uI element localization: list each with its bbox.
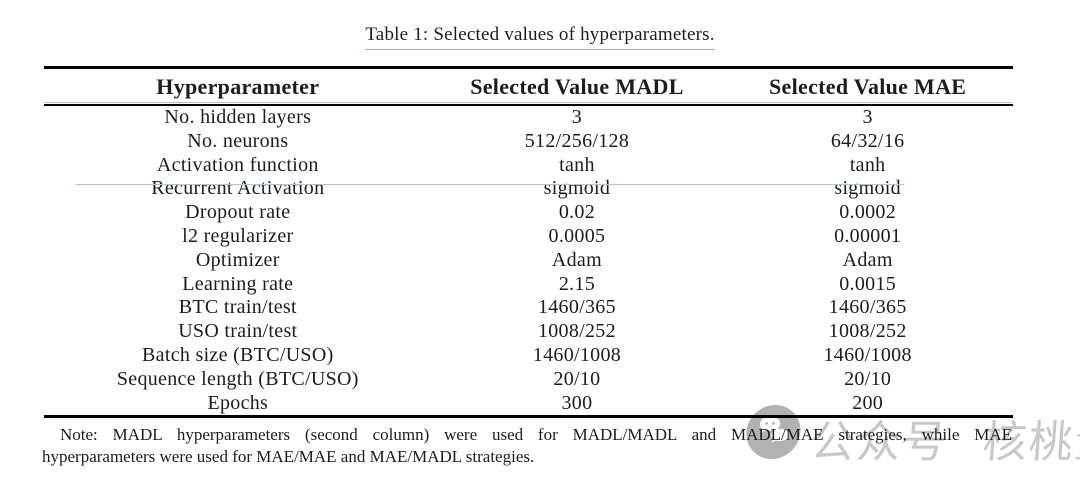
hyperparameter-cell: USO train/test: [178, 320, 298, 343]
mae-value-cell: Adam: [842, 248, 893, 271]
madl-value-cell: sigmoid: [543, 177, 611, 200]
madl-value-cell: 300: [561, 391, 593, 414]
hyperparameter-cell: Learning rate: [182, 272, 294, 295]
table-row: Optimizer Adam Adam: [44, 249, 1013, 273]
col-header-mae: Selected Value MAE: [722, 67, 1013, 106]
mae-value-cell: 0.00001: [834, 224, 902, 247]
mae-value-cell: 1460/365: [828, 296, 907, 319]
table-row: Recurrent Activation sigmoid sigmoid: [44, 177, 1013, 201]
madl-value-cell: 20/10: [553, 367, 601, 390]
mae-value-cell: 0.0002: [839, 201, 897, 224]
table-caption: Table 1: Selected values of hyperparamet…: [365, 24, 715, 50]
table-row: Epochs 300 200: [44, 392, 1013, 417]
table-row: BTC train/test 1460/365 1460/365: [44, 296, 1013, 320]
mae-value-cell: 200: [852, 391, 884, 414]
table-row: USO train/test 1008/252 1008/252: [44, 320, 1013, 344]
table-row: Batch size (BTC/USO) 1460/1008 1460/1008: [44, 344, 1013, 368]
watermark: 公众号 核桃量化: [743, 404, 1080, 471]
table-row: Dropout rate 0.02 0.0002: [44, 201, 1013, 225]
caption-row: Table 1: Selected values of hyperparamet…: [0, 24, 1080, 50]
table-row: l2 regularizer 0.0005 0.00001: [44, 225, 1013, 249]
hyperparameter-cell: No. neurons: [187, 129, 289, 152]
col-header-hyperparameter: Hyperparameter: [44, 67, 432, 106]
hyperparameter-cell: Dropout rate: [185, 201, 291, 224]
mae-value-cell: 0.0015: [839, 272, 897, 295]
hyperparameter-cell: BTC train/test: [178, 296, 297, 319]
table-row: No. neurons 512/256/128 64/32/16: [44, 130, 1013, 154]
hyperparameters-table: Hyperparameter Selected Value MADL Selec…: [44, 66, 1013, 419]
table-note-line2: hyperparameters were used for MAE/MAE an…: [42, 446, 535, 466]
row-divider-accent: [76, 184, 904, 185]
mae-value-cell: sigmoid: [834, 177, 901, 200]
table-row: Sequence length (BTC/USO) 20/10 20/10: [44, 368, 1013, 392]
wechat-official-account-icon: [743, 404, 804, 471]
hyperparameter-cell: No. hidden layers: [164, 106, 312, 128]
mae-value-cell: 20/10: [844, 367, 892, 390]
mae-value-cell: tanh: [849, 153, 886, 176]
madl-value-cell: 1460/1008: [532, 343, 622, 366]
mae-value-cell: 1460/1008: [823, 343, 912, 366]
mae-value-cell: 3: [862, 106, 873, 128]
madl-value-cell: 3: [571, 106, 583, 128]
madl-value-cell: 0.0005: [548, 224, 606, 247]
table-note: Note: MADL hyperparameters (second colum…: [42, 424, 1012, 467]
madl-value-cell: 1460/365: [537, 296, 616, 319]
table-row: Learning rate 2.15 0.0015: [44, 273, 1013, 297]
mae-value-cell: 64/32/16: [830, 129, 905, 152]
hyperparameter-cell: Sequence length (BTC/USO): [116, 367, 359, 390]
madl-value-cell: 512/256/128: [524, 129, 630, 152]
hyperparameter-cell: Recurrent Activation: [151, 177, 325, 200]
madl-value-cell: 1008/252: [537, 320, 616, 343]
hyperparameter-cell: Activation function: [156, 153, 319, 176]
hyperparameter-cell: Epochs: [207, 391, 269, 414]
madl-value-cell: 2.15: [558, 272, 596, 295]
table-note-line1: Note: MADL hyperparameters (second colum…: [60, 425, 1012, 444]
hyperparameter-cell: l2 regularizer: [182, 224, 294, 247]
col-header-madl: Selected Value MADL: [431, 67, 723, 106]
madl-value-cell: tanh: [559, 153, 595, 176]
madl-value-cell: 0.02: [558, 201, 596, 224]
mae-value-cell: 1008/252: [828, 320, 907, 343]
hyperparameter-cell: Batch size (BTC/USO): [142, 343, 334, 366]
table-row: No. hidden layers 3 3: [44, 105, 1013, 130]
hyperparameter-cell: Optimizer: [195, 248, 280, 271]
header-row: Hyperparameter Selected Value MADL Selec…: [44, 67, 1013, 106]
table-row: Activation function tanh tanh: [44, 154, 1013, 178]
header-divider-accent: [44, 102, 1013, 103]
madl-value-cell: Adam: [551, 248, 602, 271]
